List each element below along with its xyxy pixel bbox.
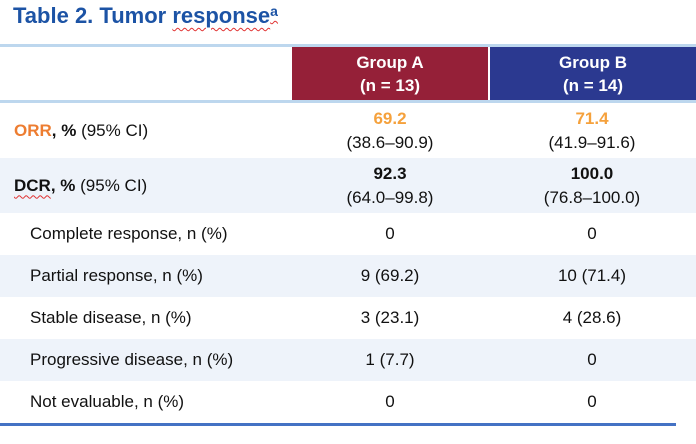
- row-label: Not evaluable, n (%): [30, 392, 185, 411]
- table-title: Table 2. Tumor responsea: [13, 3, 278, 29]
- row-label: Complete response, n (%): [30, 224, 228, 243]
- group-a-value: 3 (23.1): [360, 308, 420, 327]
- group-b-value: 4 (28.6): [562, 308, 622, 327]
- row-label: Partial response, n (%): [30, 266, 203, 285]
- table-header-row: Group A (n = 13) Group B (n = 14): [0, 47, 696, 103]
- group-a-header: Group A (n = 13): [292, 47, 488, 100]
- table-row: Stable disease, n (%) 3 (23.1) 4 (28.6): [0, 297, 696, 339]
- group-a-value: 0: [385, 224, 395, 243]
- table-row: Complete response, n (%) 0 0: [0, 213, 696, 255]
- group-b-value: 0: [587, 350, 597, 369]
- group-a-value: 0: [385, 392, 395, 411]
- group-b-header: Group B (n = 14): [488, 47, 696, 100]
- group-a-value: 92.3 (64.0–99.8): [346, 163, 434, 207]
- group-a-value: 9 (69.2): [360, 266, 420, 285]
- title-prefix: Table 2. Tumor: [13, 3, 173, 28]
- table-row: Progressive disease, n (%) 1 (7.7) 0: [0, 339, 696, 381]
- tumor-response-table: Group A (n = 13) Group B (n = 14) ORR, %…: [0, 44, 696, 426]
- group-b-header-name: Group B: [559, 52, 627, 72]
- title-footnote-marker: a: [270, 3, 278, 19]
- group-b-value: 100.0 (76.8–100.0): [543, 163, 641, 207]
- table-row: Not evaluable, n (%) 0 0: [0, 381, 696, 423]
- group-b-value: 0: [587, 392, 597, 411]
- group-b-value: 10 (71.4): [557, 266, 627, 285]
- group-b-value: 0: [587, 224, 597, 243]
- group-a-header-n: (n = 13): [360, 75, 420, 95]
- row-label: ORR, % (95% CI): [14, 120, 149, 140]
- table-row: DCR, % (95% CI) 92.3 (64.0–99.8) 100.0 (76.8…: [0, 158, 696, 213]
- row-label: DCR, % (95% CI): [14, 175, 148, 195]
- table-bottom-border: [0, 423, 676, 426]
- group-b-header-n: (n = 14): [563, 75, 623, 95]
- group-a-header-name: Group A: [356, 52, 424, 72]
- row-label: Progressive disease, n (%): [30, 350, 234, 369]
- header-corner-cell: [0, 47, 292, 100]
- group-b-value: 71.4 (41.9–91.6): [548, 108, 636, 152]
- row-label: Stable disease, n (%): [30, 308, 192, 327]
- group-a-value: 69.2 (38.6–90.9): [346, 108, 434, 152]
- table-row: ORR, % (95% CI) 69.2 (38.6–90.9) 71.4 (41.9–…: [0, 103, 696, 158]
- title-misspelled-word: response: [172, 3, 271, 28]
- table-body: ORR, % (95% CI) 69.2 (38.6–90.9) 71.4 (41.9–…: [0, 103, 696, 423]
- group-a-value: 1 (7.7): [365, 350, 415, 369]
- table-row: Partial response, n (%) 9 (69.2) 10 (71.4): [0, 255, 696, 297]
